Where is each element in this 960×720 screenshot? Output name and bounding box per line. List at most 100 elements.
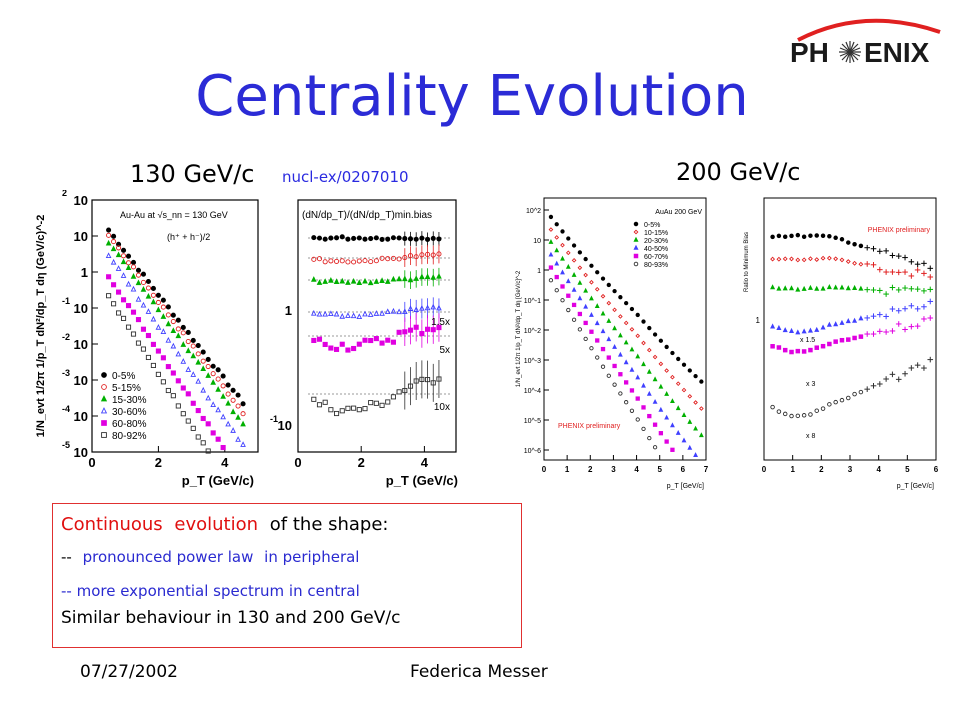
data-point	[328, 277, 334, 283]
data-point	[629, 327, 635, 332]
legend-entry: 0-5%	[644, 222, 660, 229]
data-point	[629, 408, 635, 413]
data-point	[583, 287, 589, 293]
legend-entry: 60-80%	[112, 419, 147, 430]
data-point	[583, 336, 588, 342]
data-point	[681, 387, 687, 393]
summary-dash: --	[61, 548, 72, 566]
data-point	[185, 329, 191, 335]
data-point	[641, 319, 646, 324]
data-point	[839, 319, 845, 325]
data-point	[820, 324, 826, 330]
data-point	[356, 407, 362, 413]
data-point	[316, 336, 323, 342]
data-point	[652, 422, 658, 427]
data-point	[368, 400, 374, 406]
data-point	[101, 384, 107, 390]
legend-entry: 30-60%	[112, 407, 147, 418]
data-point	[595, 338, 600, 343]
data-point	[814, 326, 820, 332]
x-tick-label: 4	[221, 455, 229, 470]
data-point	[200, 358, 206, 364]
data-point	[145, 285, 151, 291]
data-point	[658, 361, 664, 367]
data-point	[379, 255, 385, 261]
data-point	[356, 279, 363, 286]
chart-ratio-200: 0 1 2 3 4 5 6 p_T [GeV/c] 1 Ratio to Minimum Bias…	[738, 192, 943, 494]
data-point	[210, 430, 216, 436]
data-point	[589, 279, 594, 285]
data-point	[782, 411, 788, 417]
scale-label: 1.5x	[431, 317, 450, 328]
data-point	[827, 234, 832, 239]
data-point	[801, 257, 807, 263]
data-point	[185, 338, 191, 345]
data-point	[125, 253, 132, 259]
data-point	[135, 340, 142, 346]
data-point	[589, 312, 594, 317]
data-point	[827, 402, 832, 407]
data-point	[589, 346, 594, 351]
data-point	[814, 408, 819, 413]
data-point	[612, 344, 618, 349]
data-point	[390, 275, 397, 282]
data-point	[577, 279, 583, 285]
data-point	[548, 227, 554, 232]
data-point	[230, 397, 236, 403]
data-point	[106, 293, 112, 299]
data-point	[200, 365, 207, 372]
data-point	[235, 414, 241, 420]
reference-label: nucl-ex/0207010	[282, 168, 409, 186]
data-point	[195, 342, 201, 349]
data-point	[776, 285, 782, 291]
data-point	[839, 397, 845, 403]
x-tick-label: 0	[88, 455, 95, 470]
y-tick-exponent: -4	[62, 404, 70, 414]
data-point	[776, 324, 782, 330]
data-point	[852, 241, 857, 247]
data-point	[170, 342, 177, 349]
data-point	[577, 311, 583, 317]
summary-peripheral: in peripheral	[264, 548, 360, 566]
data-point	[606, 355, 611, 360]
data-point	[135, 272, 142, 278]
data-point	[322, 278, 329, 284]
data-point	[111, 239, 117, 245]
legend-entry: 20-30%	[644, 238, 668, 245]
data-point	[210, 363, 216, 369]
data-point	[225, 420, 231, 427]
data-point	[647, 435, 652, 441]
data-point	[808, 233, 813, 238]
chart-title: (dN/dp_T)/(dN/dp_T)min.bias	[302, 210, 432, 221]
data-point	[175, 317, 181, 323]
x-tick-label: 3	[848, 465, 853, 474]
phenix-logo: PH ENIX	[790, 18, 941, 68]
data-point	[339, 341, 345, 347]
data-point	[845, 259, 851, 264]
data-point	[165, 387, 171, 394]
data-point	[782, 347, 788, 353]
y-axis-label: Ratio to Minimum Bias	[744, 232, 750, 292]
plot-frame	[543, 197, 707, 461]
data-point	[617, 332, 623, 338]
data-point	[155, 292, 161, 298]
footer-date: 07/27/2002	[80, 662, 178, 682]
x-axis-label: p_T [GeV/c]	[667, 483, 704, 490]
data-point	[594, 320, 600, 326]
data-point	[814, 285, 820, 291]
data-point	[220, 393, 226, 399]
data-point	[635, 333, 641, 339]
data-point	[647, 413, 652, 419]
data-point	[770, 256, 776, 262]
data-point	[215, 406, 221, 413]
data-point	[577, 265, 583, 271]
data-point	[852, 317, 858, 323]
data-point	[310, 309, 317, 316]
data-point	[560, 242, 565, 248]
data-point	[641, 361, 646, 367]
data-point	[687, 394, 693, 399]
data-point	[356, 341, 362, 347]
data-point	[333, 278, 340, 284]
data-point	[670, 350, 675, 356]
data-point	[788, 327, 795, 333]
